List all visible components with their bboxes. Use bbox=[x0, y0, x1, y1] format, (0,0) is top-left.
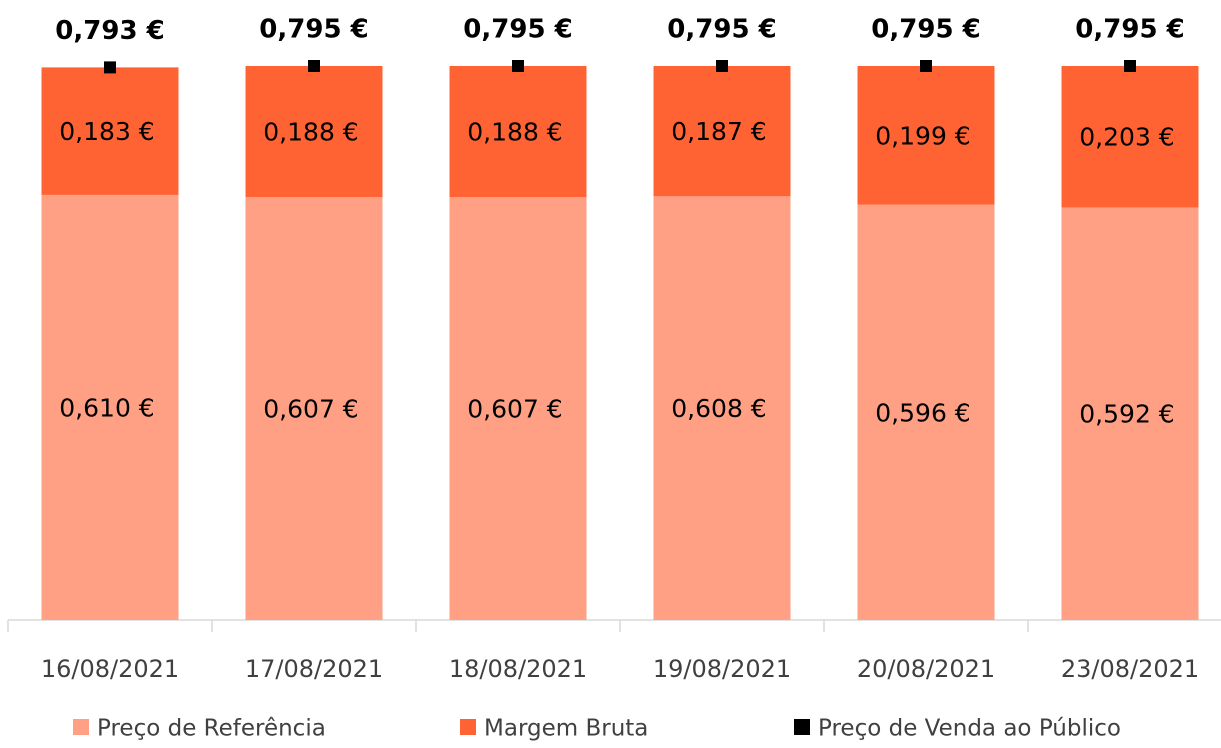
total-marker bbox=[104, 61, 116, 74]
total-label: 0,795 € bbox=[463, 15, 572, 45]
total-label: 0,795 € bbox=[871, 15, 980, 45]
total-marker bbox=[512, 60, 524, 72]
x-tick-label: 17/08/2021 bbox=[245, 655, 383, 683]
bar-segment bbox=[653, 196, 791, 620]
legend-label: Margem Bruta bbox=[484, 716, 648, 742]
total-label: 0,793 € bbox=[55, 16, 164, 46]
segment-label: 0,608 € bbox=[671, 394, 766, 423]
x-tick-label: 18/08/2021 bbox=[449, 655, 587, 683]
bar-segment bbox=[449, 66, 587, 198]
segment-label: 0,188 € bbox=[467, 118, 562, 147]
bar-segment bbox=[857, 204, 995, 621]
bar-segment bbox=[245, 66, 383, 198]
segment-label: 0,607 € bbox=[263, 395, 358, 424]
x-tick-label: 23/08/2021 bbox=[1061, 655, 1199, 683]
total-marker bbox=[1124, 60, 1136, 72]
segment-label: 0,203 € bbox=[1079, 123, 1174, 152]
total-label: 0,795 € bbox=[259, 15, 368, 45]
total-marker bbox=[920, 60, 932, 72]
bar-segment bbox=[245, 197, 383, 621]
bar-segment bbox=[1061, 66, 1199, 208]
bar-segment bbox=[857, 66, 995, 205]
total-label: 0,795 € bbox=[1075, 15, 1184, 45]
bar-segment bbox=[653, 66, 791, 197]
legend-swatch bbox=[73, 719, 89, 735]
bar-segment bbox=[41, 67, 179, 195]
segment-label: 0,188 € bbox=[263, 118, 358, 147]
segment-label: 0,183 € bbox=[59, 117, 154, 146]
segment-label: 0,199 € bbox=[875, 121, 970, 150]
x-tick-label: 19/08/2021 bbox=[653, 655, 791, 683]
legend-swatch bbox=[460, 719, 476, 735]
x-tick-label: 20/08/2021 bbox=[857, 655, 995, 683]
segment-label: 0,187 € bbox=[671, 117, 766, 146]
segment-label: 0,607 € bbox=[467, 395, 562, 424]
bar-segment bbox=[1061, 207, 1199, 620]
segment-label: 0,596 € bbox=[875, 398, 970, 427]
legend-label: Preço de Venda ao Público bbox=[818, 716, 1121, 742]
bar-segment bbox=[449, 197, 587, 621]
total-marker bbox=[716, 60, 728, 72]
total-marker bbox=[308, 60, 320, 72]
segment-label: 0,610 € bbox=[59, 393, 154, 422]
x-tick-label: 16/08/2021 bbox=[41, 655, 179, 683]
segment-label: 0,592 € bbox=[1079, 400, 1174, 429]
bar-segment bbox=[41, 194, 179, 620]
legend-label: Preço de Referência bbox=[97, 716, 326, 742]
total-label: 0,795 € bbox=[667, 15, 776, 45]
legend-swatch bbox=[794, 719, 810, 735]
